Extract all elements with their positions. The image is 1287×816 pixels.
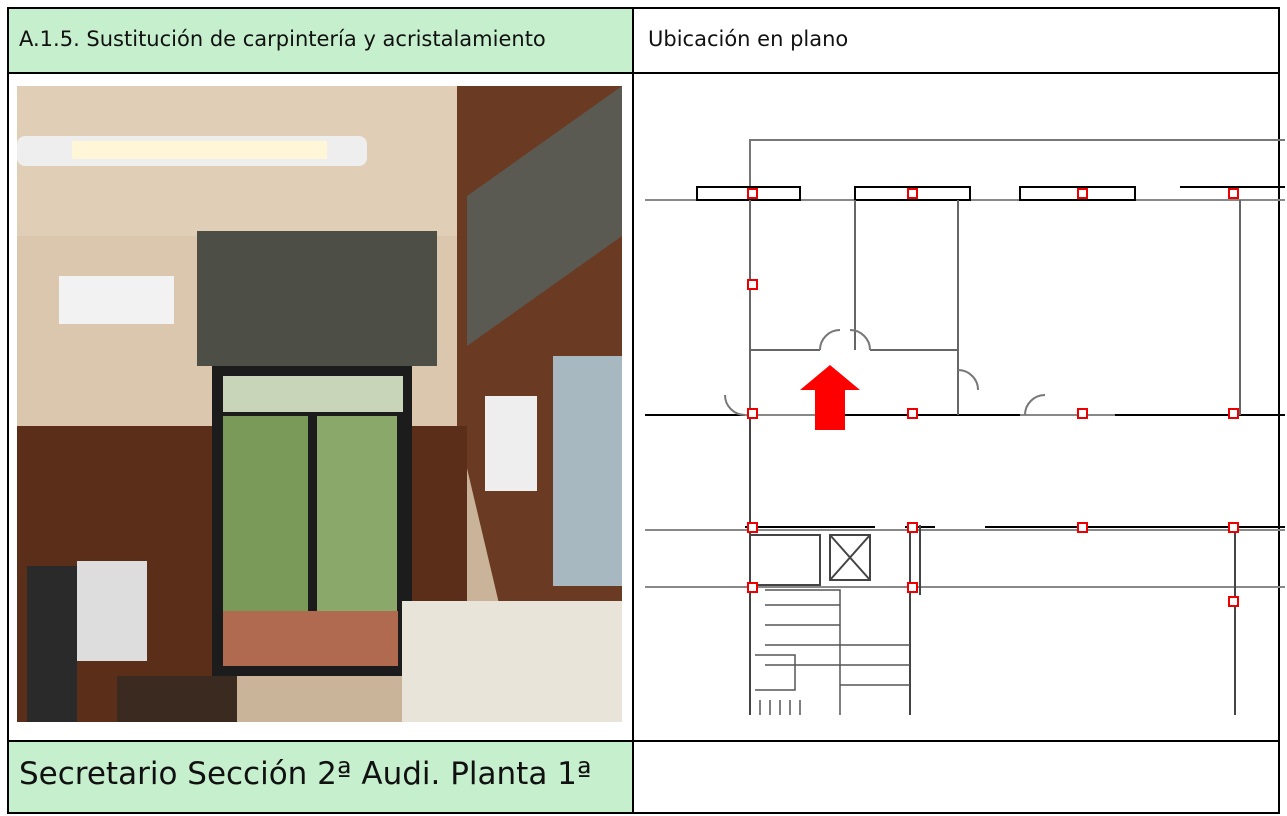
title: A.1.5. Sustitución de carpintería y acri…	[19, 27, 546, 51]
photo	[17, 86, 622, 722]
location-label: Ubicación en plano	[648, 27, 849, 51]
empty-cell	[632, 740, 1280, 814]
floor-plan	[645, 139, 1285, 715]
caption-cell: Secretario Sección 2ª Audi. Planta 1ª	[7, 740, 634, 814]
title-cell: A.1.5. Sustitución de carpintería y acri…	[7, 7, 634, 74]
caption: Secretario Sección 2ª Audi. Planta 1ª	[19, 756, 592, 792]
location-cell: Ubicación en plano	[632, 7, 1280, 74]
